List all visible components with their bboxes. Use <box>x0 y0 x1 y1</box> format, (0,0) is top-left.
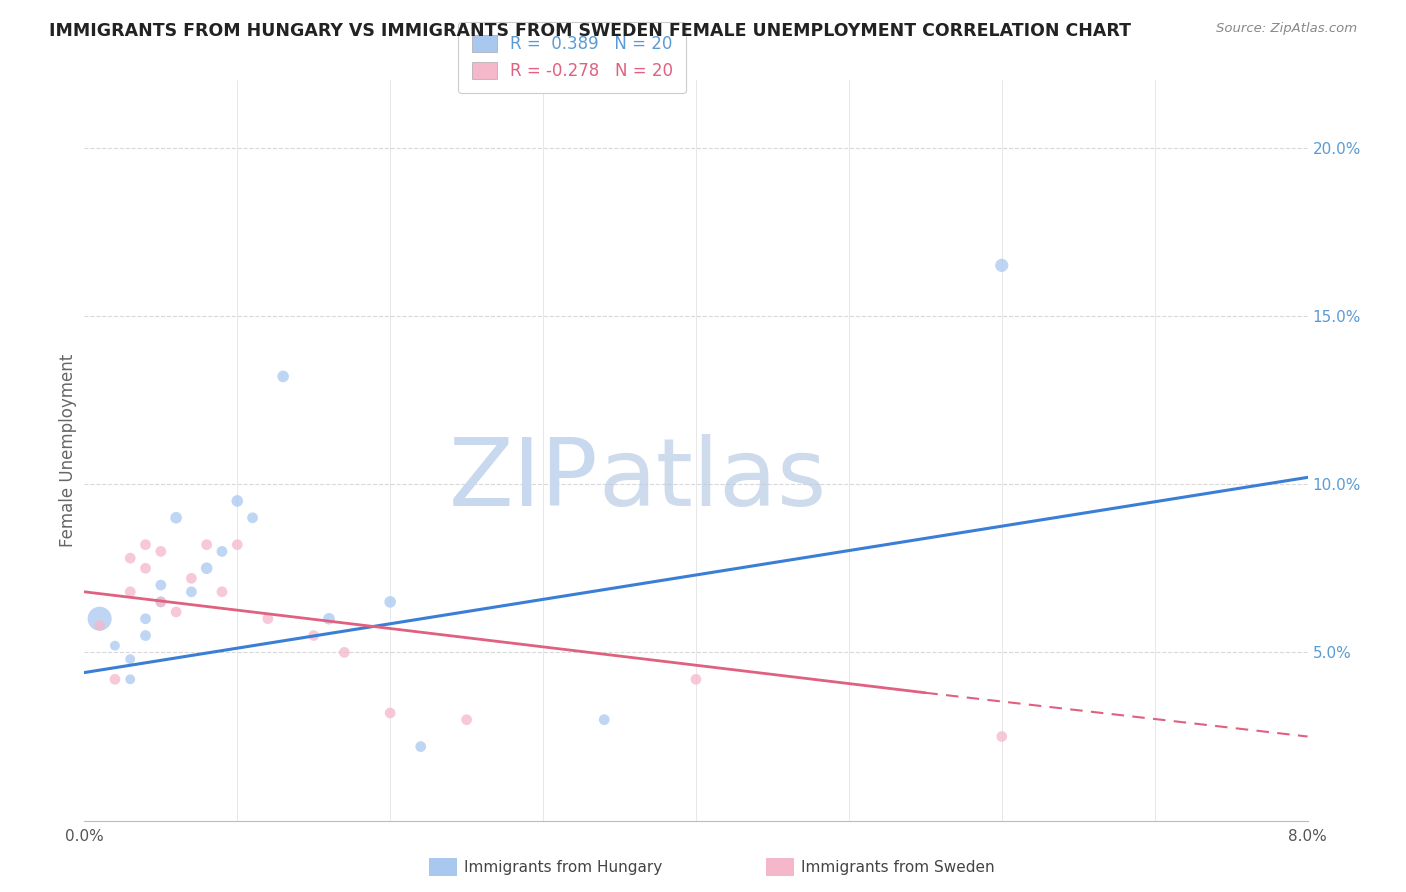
Point <box>991 258 1014 272</box>
Legend: R =  0.389   N = 20, R = -0.278   N = 20: R = 0.389 N = 20, R = -0.278 N = 20 <box>458 21 686 93</box>
Y-axis label: Female Unemployment: Female Unemployment <box>59 354 77 547</box>
Point <box>149 595 172 609</box>
Point <box>165 605 187 619</box>
Point <box>593 713 616 727</box>
Text: ZIP: ZIP <box>449 434 598 526</box>
Text: Immigrants from Sweden: Immigrants from Sweden <box>801 861 995 875</box>
Point <box>271 369 294 384</box>
Point <box>257 612 280 626</box>
Point <box>685 673 707 687</box>
Point <box>149 595 172 609</box>
Point <box>135 612 157 626</box>
Point <box>180 584 202 599</box>
Point <box>380 595 402 609</box>
Point <box>318 612 340 626</box>
Text: atlas: atlas <box>598 434 827 526</box>
Point <box>333 645 356 659</box>
Point <box>120 673 142 687</box>
Point <box>120 652 142 666</box>
Point <box>135 538 157 552</box>
Point <box>165 510 187 524</box>
Point <box>211 544 233 558</box>
Point <box>195 538 218 552</box>
Point <box>135 628 157 642</box>
Point <box>180 571 202 585</box>
Point <box>380 706 402 720</box>
Text: Source: ZipAtlas.com: Source: ZipAtlas.com <box>1216 22 1357 36</box>
Point <box>89 612 111 626</box>
Point <box>211 584 233 599</box>
Text: Immigrants from Hungary: Immigrants from Hungary <box>464 861 662 875</box>
Point <box>120 584 142 599</box>
Point <box>149 578 172 592</box>
Point <box>135 561 157 575</box>
Point <box>104 639 127 653</box>
Point <box>991 730 1014 744</box>
Text: IMMIGRANTS FROM HUNGARY VS IMMIGRANTS FROM SWEDEN FEMALE UNEMPLOYMENT CORRELATIO: IMMIGRANTS FROM HUNGARY VS IMMIGRANTS FR… <box>49 22 1132 40</box>
Point <box>195 561 218 575</box>
Point <box>302 628 325 642</box>
Point <box>242 510 264 524</box>
Point <box>409 739 432 754</box>
Point <box>226 538 249 552</box>
Point <box>104 673 127 687</box>
Point <box>226 494 249 508</box>
Point <box>456 713 478 727</box>
Point <box>149 544 172 558</box>
Point <box>120 551 142 566</box>
Point <box>89 618 111 632</box>
